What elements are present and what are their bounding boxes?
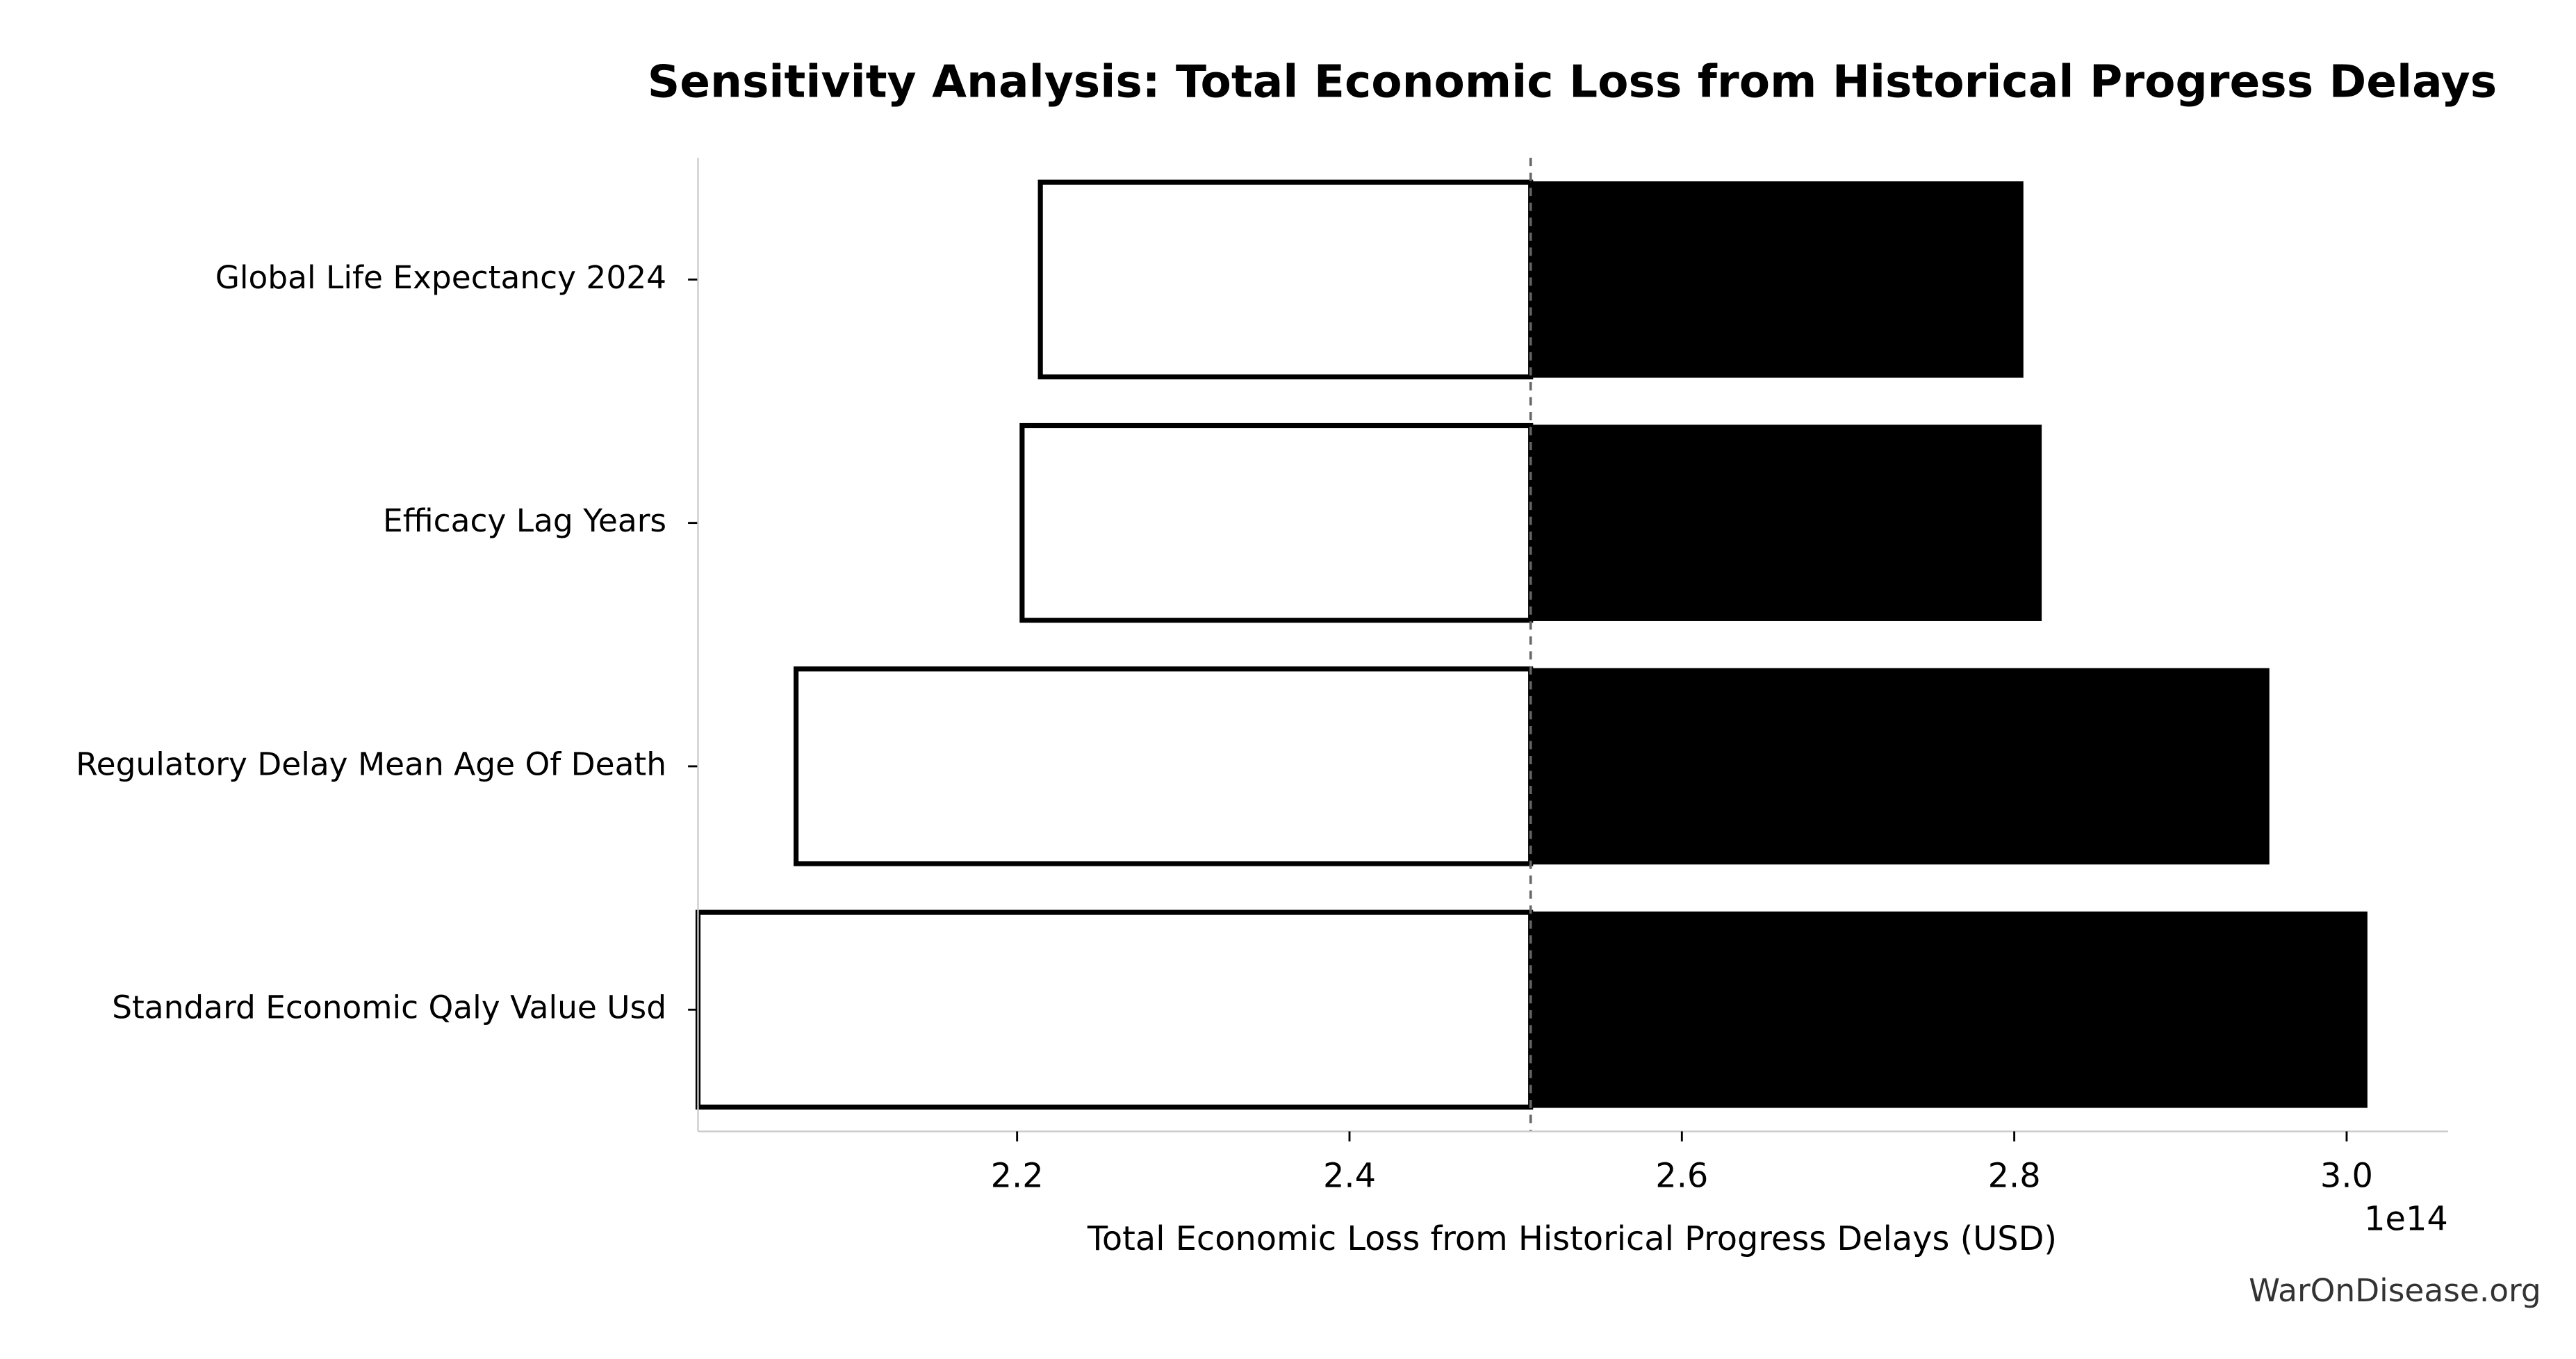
y-tick-label: Global Life Expectancy 2024 [215, 259, 666, 296]
source-label: WarOnDisease.org [2249, 1272, 2541, 1309]
x-tick-label: 3.0 [2320, 1157, 2373, 1195]
x-tick-label: 2.4 [1323, 1157, 1376, 1195]
x-axis-label: Total Economic Loss from Historical Prog… [1087, 1220, 2057, 1258]
high-bar [1529, 668, 2270, 865]
y-tick-label: Standard Economic Qaly Value Usd [112, 989, 666, 1026]
low-bar [695, 909, 1534, 1110]
low-bar [793, 666, 1534, 866]
high-bar [1529, 181, 2024, 378]
high-bar [1529, 911, 2368, 1108]
x-tick-label: 2.6 [1655, 1157, 1708, 1195]
x-tick-label: 2.2 [991, 1157, 1044, 1195]
low-bar [1019, 422, 1534, 623]
y-tick-label: Efficacy Lag Years [383, 502, 666, 539]
high-bar [1529, 425, 2042, 621]
x-offset-label: 1e14 [2364, 1201, 2448, 1239]
chart-title: Sensitivity Analysis: Total Economic Los… [648, 56, 2497, 108]
y-tick-label: Regulatory Delay Mean Age Of Death [76, 746, 666, 782]
low-bar [1037, 179, 1534, 380]
x-tick-label: 2.8 [1988, 1157, 2041, 1195]
